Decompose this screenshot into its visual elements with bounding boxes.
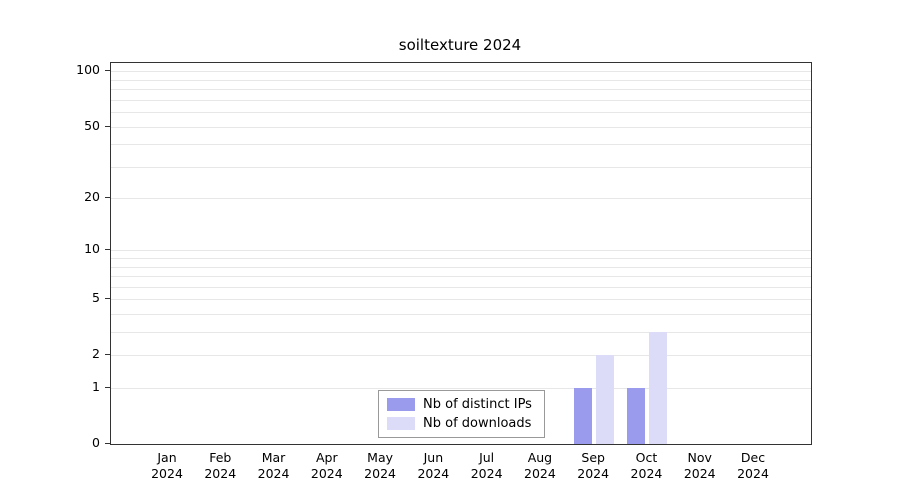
legend-label: Nb of distinct IPs: [423, 397, 532, 412]
x-tick-year: 2024: [524, 466, 556, 481]
gridline: [111, 276, 811, 278]
x-tick-month: Jul: [479, 450, 495, 465]
gridline: [111, 258, 811, 260]
gridline: [111, 314, 811, 316]
x-tick-month: Jun: [423, 450, 444, 465]
legend-label: Nb of downloads: [423, 416, 532, 431]
y-tick-mark: [105, 354, 110, 356]
legend-swatch: [387, 398, 415, 411]
legend-swatch: [387, 417, 415, 430]
y-tick-label: 2: [92, 346, 100, 362]
y-tick-label: 5: [92, 290, 100, 306]
x-tick-year: 2024: [577, 466, 610, 481]
x-tick-year: 2024: [364, 466, 396, 481]
y-tick-mark: [105, 125, 110, 127]
x-tick-label: Dec 2024: [723, 450, 783, 482]
x-tick-month: Jan: [157, 450, 177, 465]
x-tick-year: 2024: [470, 466, 503, 481]
legend: Nb of distinct IPs Nb of downloads: [378, 390, 545, 438]
gridline: [111, 355, 811, 357]
gridline: [111, 79, 811, 81]
x-tick-month: Nov: [687, 450, 712, 465]
gridline: [111, 198, 811, 200]
y-tick-mark: [105, 443, 110, 444]
plot-area: [110, 62, 812, 445]
x-tick-month: Oct: [635, 450, 658, 465]
y-tick-label: 100: [76, 62, 100, 78]
x-tick-month: Aug: [527, 450, 553, 465]
y-tick-mark: [105, 249, 110, 251]
x-tick-year: 2024: [417, 466, 450, 481]
gridline: [111, 388, 811, 390]
x-tick-year: 2024: [683, 466, 716, 481]
x-tick-month: Mar: [261, 450, 286, 465]
y-tick-label: 20: [84, 189, 100, 205]
legend-row: Nb of downloads: [387, 416, 532, 431]
y-tick-mark: [105, 298, 110, 300]
gridline: [111, 332, 811, 334]
gridline: [111, 250, 811, 252]
x-tick-year: 2024: [257, 466, 290, 481]
x-tick-month: Feb: [209, 450, 232, 465]
gridline: [111, 266, 811, 268]
x-tick-label: Apr 2024: [297, 450, 357, 482]
x-tick-label: Feb 2024: [190, 450, 250, 482]
y-tick-label: 10: [84, 241, 100, 257]
x-tick-month: Sep: [581, 450, 605, 465]
x-tick-year: 2024: [310, 466, 343, 481]
y-tick-label: 0: [92, 435, 100, 450]
x-tick-label: Nov 2024: [670, 450, 730, 482]
gridline: [111, 166, 811, 168]
bar-distinct-ips: [574, 388, 593, 444]
x-tick-month: Dec: [740, 450, 766, 465]
gridline: [111, 89, 811, 91]
x-tick-label: Jul 2024: [457, 450, 517, 482]
x-tick-label: Jun 2024: [403, 450, 463, 482]
y-tick-mark: [105, 387, 110, 389]
y-tick-label: 50: [84, 117, 100, 133]
x-tick-year: 2024: [151, 466, 183, 481]
bar-downloads: [649, 332, 668, 444]
legend-row: Nb of distinct IPs: [387, 397, 532, 412]
gridline: [111, 71, 811, 73]
x-tick-month: Apr: [316, 450, 338, 465]
chart-title: soiltexture 2024: [398, 36, 522, 54]
bar-distinct-ips: [627, 388, 646, 444]
gridline: [111, 112, 811, 114]
y-tick-mark: [105, 197, 110, 199]
x-tick-label: Mar 2024: [244, 450, 304, 482]
x-tick-year: 2024: [737, 466, 769, 481]
bar-downloads: [596, 355, 615, 444]
gridline: [111, 126, 811, 128]
x-tick-label: Aug 2024: [510, 450, 570, 482]
x-tick-label: Oct 2024: [616, 450, 676, 482]
y-tick-label: 1: [92, 379, 100, 395]
x-tick-year: 2024: [204, 466, 237, 481]
y-tick-mark: [105, 70, 110, 72]
x-tick-year: 2024: [630, 466, 663, 481]
x-tick-label: Sep 2024: [563, 450, 623, 482]
x-tick-month: May: [367, 450, 393, 465]
gridline: [111, 99, 811, 101]
gridline: [111, 299, 811, 301]
x-tick-label: May 2024: [350, 450, 410, 482]
x-tick-label: Jan 2024: [137, 450, 197, 482]
gridline: [111, 286, 811, 288]
gridline: [111, 144, 811, 146]
